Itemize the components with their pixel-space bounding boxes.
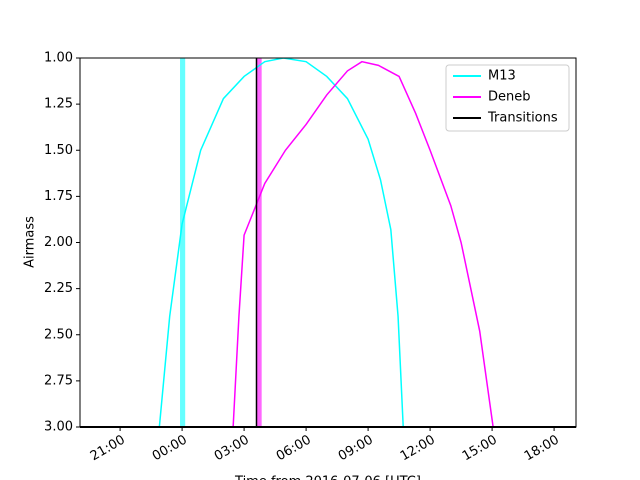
x-tick-label: 00:00 [150, 433, 190, 465]
x-tick-label: 09:00 [336, 433, 376, 465]
legend-label: M13 [488, 69, 516, 84]
y-tick-label: 1.25 [44, 97, 73, 112]
x-axis-label: Time from 2016-07-06 [UTC] [234, 475, 421, 480]
y-tick-label: 3.00 [44, 420, 73, 435]
y-tick-label: 2.00 [44, 235, 73, 250]
y-tick-label: 2.50 [44, 327, 73, 342]
x-tick-label: 15:00 [460, 433, 500, 465]
transition-span [256, 58, 262, 427]
y-tick-label: 2.25 [44, 281, 73, 296]
x-tick-label: 12:00 [398, 433, 438, 465]
series-line [232, 60, 494, 427]
y-tick-label: 2.75 [44, 373, 73, 388]
legend-label: Transitions [487, 111, 558, 126]
x-tick-label: 03:00 [212, 433, 252, 465]
x-tick-label: 18:00 [522, 433, 562, 465]
x-tick-label: 21:00 [88, 433, 128, 465]
y-tick-label: 1.75 [44, 189, 73, 204]
y-tick-label: 1.50 [44, 143, 73, 158]
series-line [158, 58, 404, 427]
x-tick-label: 06:00 [274, 433, 314, 465]
legend-box [445, 64, 570, 132]
y-tick-label: 1.00 [44, 51, 73, 66]
transition-span [180, 58, 186, 427]
plot-area [158, 58, 494, 427]
y-axis-label: Airmass [23, 216, 38, 268]
legend-label: Deneb [488, 90, 531, 105]
